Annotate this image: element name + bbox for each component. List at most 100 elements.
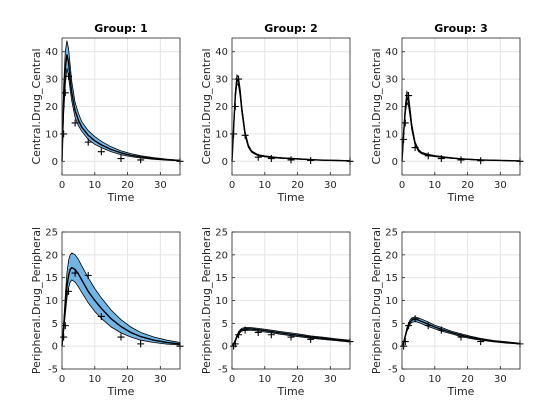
- observed-point: [117, 155, 125, 163]
- observed-point: [241, 131, 249, 139]
- y-tick-label: 10: [45, 296, 58, 307]
- observed-point: [61, 322, 69, 330]
- observed-point: [400, 135, 408, 143]
- observed-point: [267, 331, 275, 339]
- observed-point: [287, 333, 295, 341]
- median-line: [401, 94, 521, 162]
- x-tick-label: 20: [461, 180, 474, 191]
- y-tick-label: 15: [385, 273, 398, 284]
- subplot-title: Group: 3: [434, 22, 488, 35]
- x-axis-label: Time: [447, 385, 475, 398]
- x-tick-label: 20: [121, 180, 134, 191]
- observed-point: [137, 156, 145, 164]
- observed-point: [254, 328, 262, 336]
- x-tick-label: 0: [399, 180, 405, 191]
- y-tick-label: 30: [215, 75, 228, 86]
- y-tick-label: 5: [392, 319, 398, 330]
- subplot-title: Group: 2: [264, 22, 318, 35]
- subplot-4: 0 10 20 30-50510152025TimePeripheral.Drug_P…: [30, 227, 184, 398]
- y-tick-label: 20: [215, 250, 228, 261]
- y-tick-label: -5: [218, 365, 228, 376]
- observed-point: [477, 338, 485, 346]
- y-tick-label: 0: [222, 157, 228, 168]
- observed-point: [424, 152, 432, 160]
- observed-point: [71, 119, 79, 127]
- x-tick-label: 10: [258, 180, 271, 191]
- y-axis-label: Peripheral.Drug_Peripheral: [370, 227, 383, 374]
- x-axis-label: Time: [277, 385, 305, 398]
- observed-point: [241, 326, 249, 334]
- observed-point: [267, 155, 275, 163]
- y-tick-label: 25: [45, 228, 58, 239]
- y-tick-label: 0: [222, 342, 228, 353]
- observed-point: [65, 72, 73, 80]
- y-tick-label: 15: [215, 273, 228, 284]
- y-tick-label: 40: [215, 47, 228, 58]
- subplot-title: Group: 1: [94, 22, 148, 35]
- median-line: [401, 318, 521, 347]
- observed-point: [117, 333, 125, 341]
- x-tick-label: 30: [494, 374, 507, 385]
- y-tick-label: 10: [215, 129, 228, 140]
- observed-point: [405, 322, 413, 330]
- y-tick-label: 0: [392, 157, 398, 168]
- observed-point: [411, 144, 419, 152]
- observed-point: [65, 287, 73, 295]
- x-tick-label: 10: [258, 374, 271, 385]
- y-tick-label: 20: [385, 250, 398, 261]
- y-tick-label: 40: [385, 47, 398, 58]
- subplot-5: 0 10 20 30-50510152025TimePeripheral.Drug_P…: [200, 227, 354, 398]
- observed-point: [231, 340, 239, 348]
- observed-point: [457, 156, 465, 164]
- y-tick-label: 40: [45, 47, 58, 58]
- observed-point: [84, 138, 92, 146]
- observed-point: [411, 315, 419, 323]
- x-tick-label: 10: [88, 374, 101, 385]
- observed-point: [437, 155, 445, 163]
- y-tick-label: 10: [385, 129, 398, 140]
- x-tick-label: 0: [229, 180, 235, 191]
- observed-point: [307, 156, 315, 164]
- observed-point: [137, 340, 145, 348]
- observed-point: [97, 312, 105, 320]
- y-tick-label: 5: [52, 319, 58, 330]
- y-tick-label: 25: [385, 228, 398, 239]
- subplot-2: 0 10 20 30 0 10 20 30 40 Group: 2 Time Central.Drug…: [200, 22, 354, 204]
- y-tick-label: 25: [215, 228, 228, 239]
- y-tick-label: 30: [45, 75, 58, 86]
- y-tick-label: 10: [385, 296, 398, 307]
- x-tick-label: 20: [461, 374, 474, 385]
- observed-point: [97, 148, 105, 156]
- y-tick-label: 20: [45, 250, 58, 261]
- y-tick-label: 20: [385, 102, 398, 113]
- observed-point: [477, 157, 485, 165]
- y-tick-label: 20: [45, 102, 58, 113]
- observed-point: [457, 333, 465, 341]
- x-tick-label: 0: [399, 374, 405, 385]
- observed-point: [235, 331, 243, 339]
- x-tick-label: 0: [59, 374, 65, 385]
- x-axis-label: Time: [447, 191, 475, 204]
- x-tick-label: 20: [291, 374, 304, 385]
- observed-point: [307, 335, 315, 343]
- x-tick-label: 30: [494, 180, 507, 191]
- observed-point: [401, 119, 409, 127]
- observed-point: [405, 92, 413, 100]
- observed-point: [60, 333, 68, 341]
- y-tick-label: 0: [392, 342, 398, 353]
- subplot-3: 0 10 20 30 0 10 20 30 40 Group: 3 Time Central.Drug…: [370, 22, 524, 204]
- y-axis-label: Peripheral.Drug_Peripheral: [30, 227, 43, 374]
- observed-point: [401, 338, 409, 346]
- y-tick-label: 0: [52, 342, 58, 353]
- observed-point: [71, 269, 79, 277]
- y-axis-label: Central.Drug_Central: [370, 48, 383, 164]
- x-tick-label: 10: [88, 180, 101, 191]
- x-tick-label: 10: [428, 374, 441, 385]
- y-tick-label: 10: [215, 296, 228, 307]
- y-axis-label: Peripheral.Drug_Peripheral: [200, 227, 213, 374]
- observed-point: [254, 153, 262, 161]
- x-tick-label: 20: [291, 180, 304, 191]
- y-tick-label: 10: [45, 129, 58, 140]
- y-tick-label: 5: [222, 319, 228, 330]
- y-tick-label: -5: [388, 365, 398, 376]
